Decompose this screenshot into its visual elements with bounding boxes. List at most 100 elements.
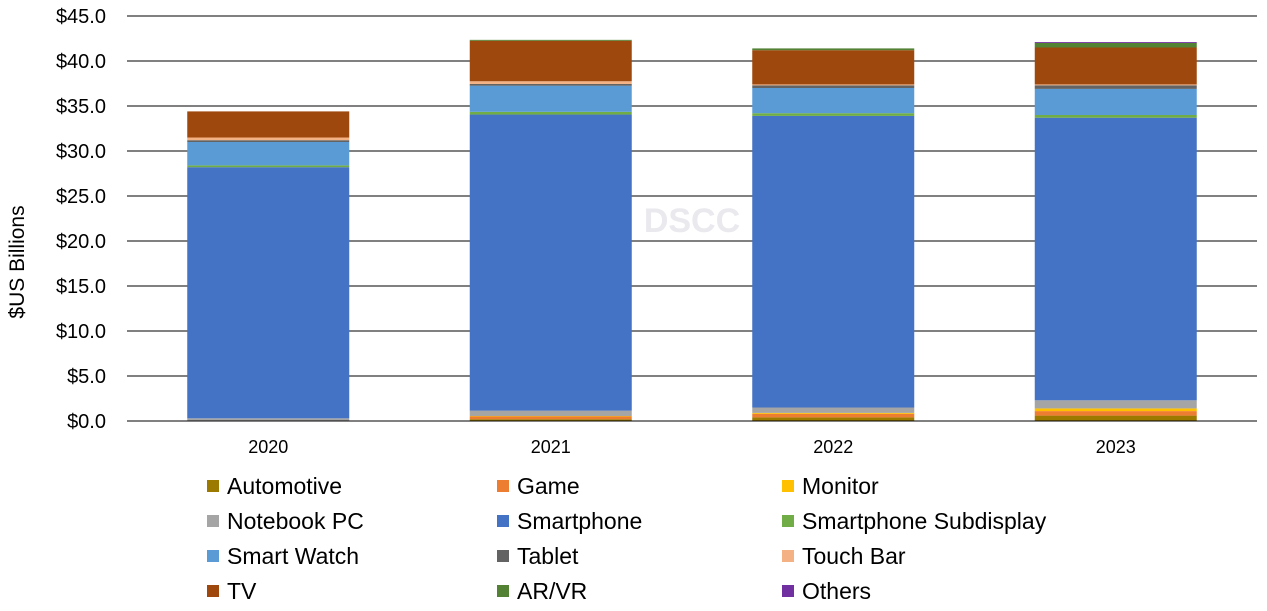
- x-tick-label: 2021: [531, 437, 571, 457]
- x-axis-tick-labels: 2020 2021 2022 2023: [248, 437, 1136, 457]
- legend-item: Tablet: [497, 541, 578, 571]
- y-tick-label: $25.0: [56, 186, 106, 208]
- legend-item: TV: [207, 576, 256, 606]
- bar-stack-2022: [752, 48, 915, 421]
- bars: [187, 39, 1197, 421]
- bar-segment-smartphone-subdisplay: [752, 113, 915, 116]
- y-tick-label: $45.0: [56, 6, 106, 28]
- bar-segment-game: [469, 416, 632, 420]
- bar-segment-automotive: [469, 419, 632, 421]
- legend-item: Monitor: [782, 471, 879, 501]
- legend-item: Game: [497, 471, 580, 501]
- watermark-text: DSCC: [644, 202, 740, 240]
- bar-segment-notebook-pc: [1034, 400, 1197, 409]
- bar-segment-smart-watch: [752, 88, 915, 114]
- bar-segment-ar-vr: [752, 48, 915, 51]
- legend-swatch: [782, 550, 794, 562]
- legend-swatch: [497, 550, 509, 562]
- legend-item: Automotive: [207, 471, 342, 501]
- bar-segment-automotive: [752, 417, 915, 421]
- bar-segment-touch-bar: [1034, 84, 1197, 86]
- bar-segment-others: [1034, 42, 1197, 43]
- legend-item: Touch Bar: [782, 541, 906, 571]
- bar-segment-tv: [752, 50, 915, 85]
- bar-segment-tv: [1034, 47, 1197, 85]
- legend-swatch: [207, 550, 219, 562]
- bar-segment-smart-watch: [1034, 88, 1197, 115]
- legend-item: Smart Watch: [207, 541, 359, 571]
- bar-segment-notebook-pc: [752, 407, 915, 413]
- bar-segment-touch-bar: [187, 137, 350, 141]
- bar-segment-tablet: [187, 140, 350, 142]
- legend-swatch: [207, 480, 219, 492]
- bar-segment-smartphone: [1034, 117, 1197, 401]
- bar-segment-tablet: [1034, 85, 1197, 89]
- legend-label: Notebook PC: [227, 507, 364, 534]
- bar-segment-smartphone: [752, 115, 915, 408]
- bar-segment-tablet: [752, 85, 915, 88]
- legend-swatch: [782, 515, 794, 527]
- bar-segment-tv: [187, 111, 350, 138]
- y-tick-label: $5.0: [67, 366, 106, 388]
- y-axis-tick-labels: $0.0 $5.0 $10.0 $15.0 $20.0 $25.0 $30.0 $35.0 $4…: [56, 6, 106, 433]
- legend-label: Smart Watch: [227, 542, 360, 569]
- y-tick-label: $40.0: [56, 51, 106, 73]
- legend-label: Smartphone Subdisplay: [802, 507, 1047, 534]
- legend-label: Tablet: [517, 542, 579, 569]
- legend-item: AR/VR: [497, 576, 587, 606]
- y-tick-label: $0.0: [67, 411, 106, 433]
- x-tick-label: 2023: [1096, 437, 1136, 457]
- legend-label: Smartphone: [517, 507, 643, 534]
- legend-swatch: [497, 515, 509, 527]
- bar-segment-game: [1034, 411, 1197, 416]
- bar-segment-tablet: [469, 83, 632, 86]
- x-tick-label: 2020: [248, 437, 288, 457]
- bar-segment-smartphone: [469, 114, 632, 411]
- bar-segment-monitor: [752, 412, 915, 414]
- legend-item: Notebook PC: [207, 506, 364, 536]
- bar-segment-game: [752, 413, 915, 418]
- legend-label: Game: [517, 472, 580, 499]
- legend-swatch: [207, 585, 219, 597]
- bar-segment-notebook-pc: [469, 410, 632, 417]
- bar-stack-2023: [1034, 42, 1197, 421]
- legend-swatch: [782, 480, 794, 492]
- legend-swatch: [782, 585, 794, 597]
- bar-segment-smartphone-subdisplay: [469, 111, 632, 115]
- legend-label: Touch Bar: [802, 542, 906, 569]
- stacked-bar-chart: $0.0 $5.0 $10.0 $15.0 $20.0 $25.0 $30.0 $35.0 $4…: [6, 6, 1257, 457]
- legend-swatch: [497, 480, 509, 492]
- legend-item: Smartphone Subdisplay: [782, 506, 1046, 536]
- bar-segment-ar-vr: [469, 39, 632, 41]
- bar-segment-monitor: [1034, 408, 1197, 412]
- y-axis-title: $US Billions: [6, 205, 29, 318]
- bar-segment-tv: [469, 40, 632, 82]
- y-tick-label: $15.0: [56, 276, 106, 298]
- legend-label: AR/VR: [517, 577, 588, 604]
- bar-segment-touch-bar: [752, 84, 915, 86]
- bar-segment-smart-watch: [187, 142, 350, 166]
- bar-segment-smartphone: [187, 167, 350, 419]
- legend-item: Smartphone: [497, 506, 642, 536]
- legend-item: Others: [782, 576, 871, 606]
- y-tick-label: $35.0: [56, 96, 106, 118]
- bar-segment-ar-vr: [1034, 43, 1197, 48]
- legend-label: Monitor: [802, 472, 879, 499]
- bar-segment-notebook-pc: [187, 418, 350, 421]
- y-tick-label: $30.0: [56, 141, 106, 163]
- bar-segment-smart-watch: [469, 85, 632, 112]
- bar-segment-smartphone-subdisplay: [1034, 115, 1197, 118]
- y-tick-label: $10.0: [56, 321, 106, 343]
- bar-segment-touch-bar: [469, 81, 632, 84]
- y-tick-label: $20.0: [56, 231, 106, 253]
- legend-swatch: [497, 585, 509, 597]
- legend: Automotive Game Monitor Notebook PC Smartpho…: [207, 470, 1207, 610]
- bar-segment-smartphone-subdisplay: [187, 165, 350, 168]
- legend-label: TV: [227, 577, 257, 604]
- x-tick-label: 2022: [813, 437, 853, 457]
- legend-label: Automotive: [227, 472, 343, 499]
- bar-segment-automotive: [1034, 415, 1197, 421]
- legend-swatch: [207, 515, 219, 527]
- bar-stack-2021: [469, 39, 632, 421]
- bar-stack-2020: [187, 111, 350, 421]
